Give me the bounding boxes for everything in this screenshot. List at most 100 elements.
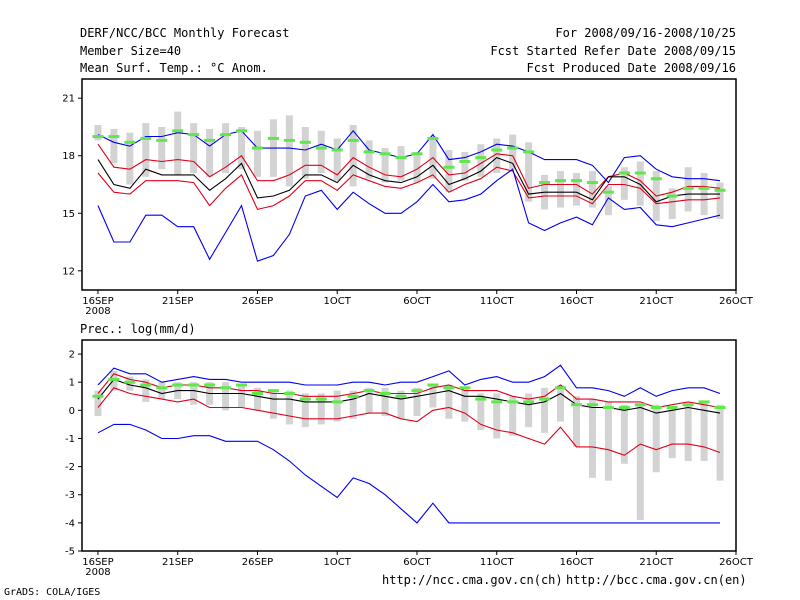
ensemble-spread-box xyxy=(222,382,230,411)
ensemble-spread-box xyxy=(620,167,628,200)
ensemble-spread-box xyxy=(525,142,533,202)
member-size-label: Member Size=40 xyxy=(80,44,182,58)
series-line-upper xyxy=(97,373,721,409)
ensemble-spread-box xyxy=(429,385,437,408)
ensemble-spread-box xyxy=(238,126,246,170)
ensemble-spread-box xyxy=(333,138,341,181)
ensemble-spread-box xyxy=(317,130,325,173)
ensemble-spread-box xyxy=(525,393,533,428)
ensemble-spread-box xyxy=(716,404,724,481)
ensemble-spread-box xyxy=(700,401,708,461)
ensemble-spread-box xyxy=(94,125,102,141)
forecast-period-label: For 2008/09/16-2008/10/25 xyxy=(555,26,736,40)
ensemble-spread-box xyxy=(604,401,612,481)
ensemble-spread-box xyxy=(445,385,453,419)
ensemble-spread-box xyxy=(461,151,469,181)
ensemble-spread-box xyxy=(174,111,182,175)
x-tick-label: 21SEP xyxy=(162,557,193,568)
series-line-upper xyxy=(97,143,721,197)
x-tick-label: 6OCT xyxy=(403,557,431,568)
x-tick-year-label: 2008 xyxy=(85,567,110,578)
plot-frame xyxy=(81,78,737,291)
ensemble-spread-box xyxy=(190,123,198,173)
x-tick-label: 26SEP xyxy=(242,296,273,307)
ensemble-spread-box xyxy=(652,404,660,473)
ensemble-spread-box xyxy=(126,132,134,185)
ensemble-spread-box xyxy=(557,385,565,422)
x-tick-label: 26OCT xyxy=(719,557,754,568)
ensemble-spread-box xyxy=(668,407,676,459)
ensemble-spread-box xyxy=(445,149,453,193)
precipitation-variable-label: Prec.: log(mm/d) xyxy=(80,322,196,336)
ensemble-spread-box xyxy=(206,128,214,177)
y-tick-label: 0 xyxy=(69,406,75,417)
y-tick-label: -3 xyxy=(65,490,75,501)
y-tick-label: -5 xyxy=(65,547,75,558)
ensemble-spread-box xyxy=(572,172,580,206)
ensemble-spread-box xyxy=(493,393,501,439)
x-tick-label: 21OCT xyxy=(639,296,674,307)
series-line-lower xyxy=(97,166,721,211)
bcc-url-link[interactable]: http://bcc.cma.gov.cn(en) xyxy=(566,573,747,587)
ensemble-spread-box xyxy=(509,134,517,170)
ncc-url-link[interactable]: http://ncc.cma.gov.cn(ch) xyxy=(382,573,563,587)
x-tick-label: 1OCT xyxy=(324,557,352,568)
x-tick-label: 6OCT xyxy=(403,296,431,307)
ensemble-spread-box xyxy=(461,387,469,422)
ensemble-spread-box xyxy=(333,390,341,422)
ensemble-spread-box xyxy=(413,387,421,416)
y-tick-label: -1 xyxy=(65,434,75,445)
x-tick-label: 1OCT xyxy=(324,296,352,307)
ensemble-spread-box xyxy=(317,393,325,425)
ensemble-spread-box xyxy=(477,144,485,177)
series-line-min xyxy=(97,423,720,524)
forecast-produced-date-label: Fcst Produced Date 2008/09/16 xyxy=(526,61,736,75)
ensemble-spread-box xyxy=(349,125,357,187)
ensemble-spread-box xyxy=(253,387,261,411)
series-line-min xyxy=(97,168,721,262)
ensemble-spread-box xyxy=(541,387,549,433)
ensemble-spread-box xyxy=(397,390,405,419)
ensemble-spread-box xyxy=(269,390,277,419)
y-tick-label: 12 xyxy=(62,266,75,277)
x-tick-label: 16OCT xyxy=(560,557,595,568)
ensemble-spread-box xyxy=(381,148,389,183)
x-tick-label: 26SEP xyxy=(242,557,273,568)
series-line-max xyxy=(97,129,721,184)
ensemble-spread-box xyxy=(588,171,596,208)
ensemble-spread-box xyxy=(285,115,293,187)
ensemble-spread-box xyxy=(349,390,357,419)
x-tick-label: 16SEP xyxy=(82,296,113,307)
x-tick-label: 16SEP xyxy=(82,557,113,568)
series-line-lower xyxy=(97,387,721,456)
ensemble-spread-box xyxy=(142,379,150,402)
y-tick-label: 18 xyxy=(62,151,75,162)
ensemble-spread-box xyxy=(477,393,485,431)
ensemble-spread-box xyxy=(557,171,565,208)
ensemble-spread-box xyxy=(110,128,118,164)
ensemble-spread-box xyxy=(620,404,628,464)
ensemble-spread-box xyxy=(158,126,166,170)
x-tick-label: 11OCT xyxy=(480,296,515,307)
ensemble-spread-box xyxy=(190,382,198,405)
plot-frame xyxy=(81,339,737,552)
y-tick-label: 2 xyxy=(69,350,75,361)
x-tick-label: 26OCT xyxy=(719,296,754,307)
series-line-max xyxy=(97,364,721,397)
ensemble-spread-box xyxy=(142,123,150,177)
y-tick-label: -4 xyxy=(65,518,75,529)
ensemble-spread-box xyxy=(365,140,373,179)
y-tick-label: -2 xyxy=(65,462,75,473)
ensemble-spread-box xyxy=(301,126,309,179)
ensemble-spread-box xyxy=(572,396,580,447)
x-tick-label: 21SEP xyxy=(162,296,193,307)
series-line-mean xyxy=(97,156,720,203)
x-tick-label: 11OCT xyxy=(480,557,515,568)
ensemble-spread-box xyxy=(509,396,517,436)
ensemble-spread-box xyxy=(684,404,692,461)
ensemble-spread-box xyxy=(301,393,309,428)
ensemble-spread-box xyxy=(413,151,421,183)
